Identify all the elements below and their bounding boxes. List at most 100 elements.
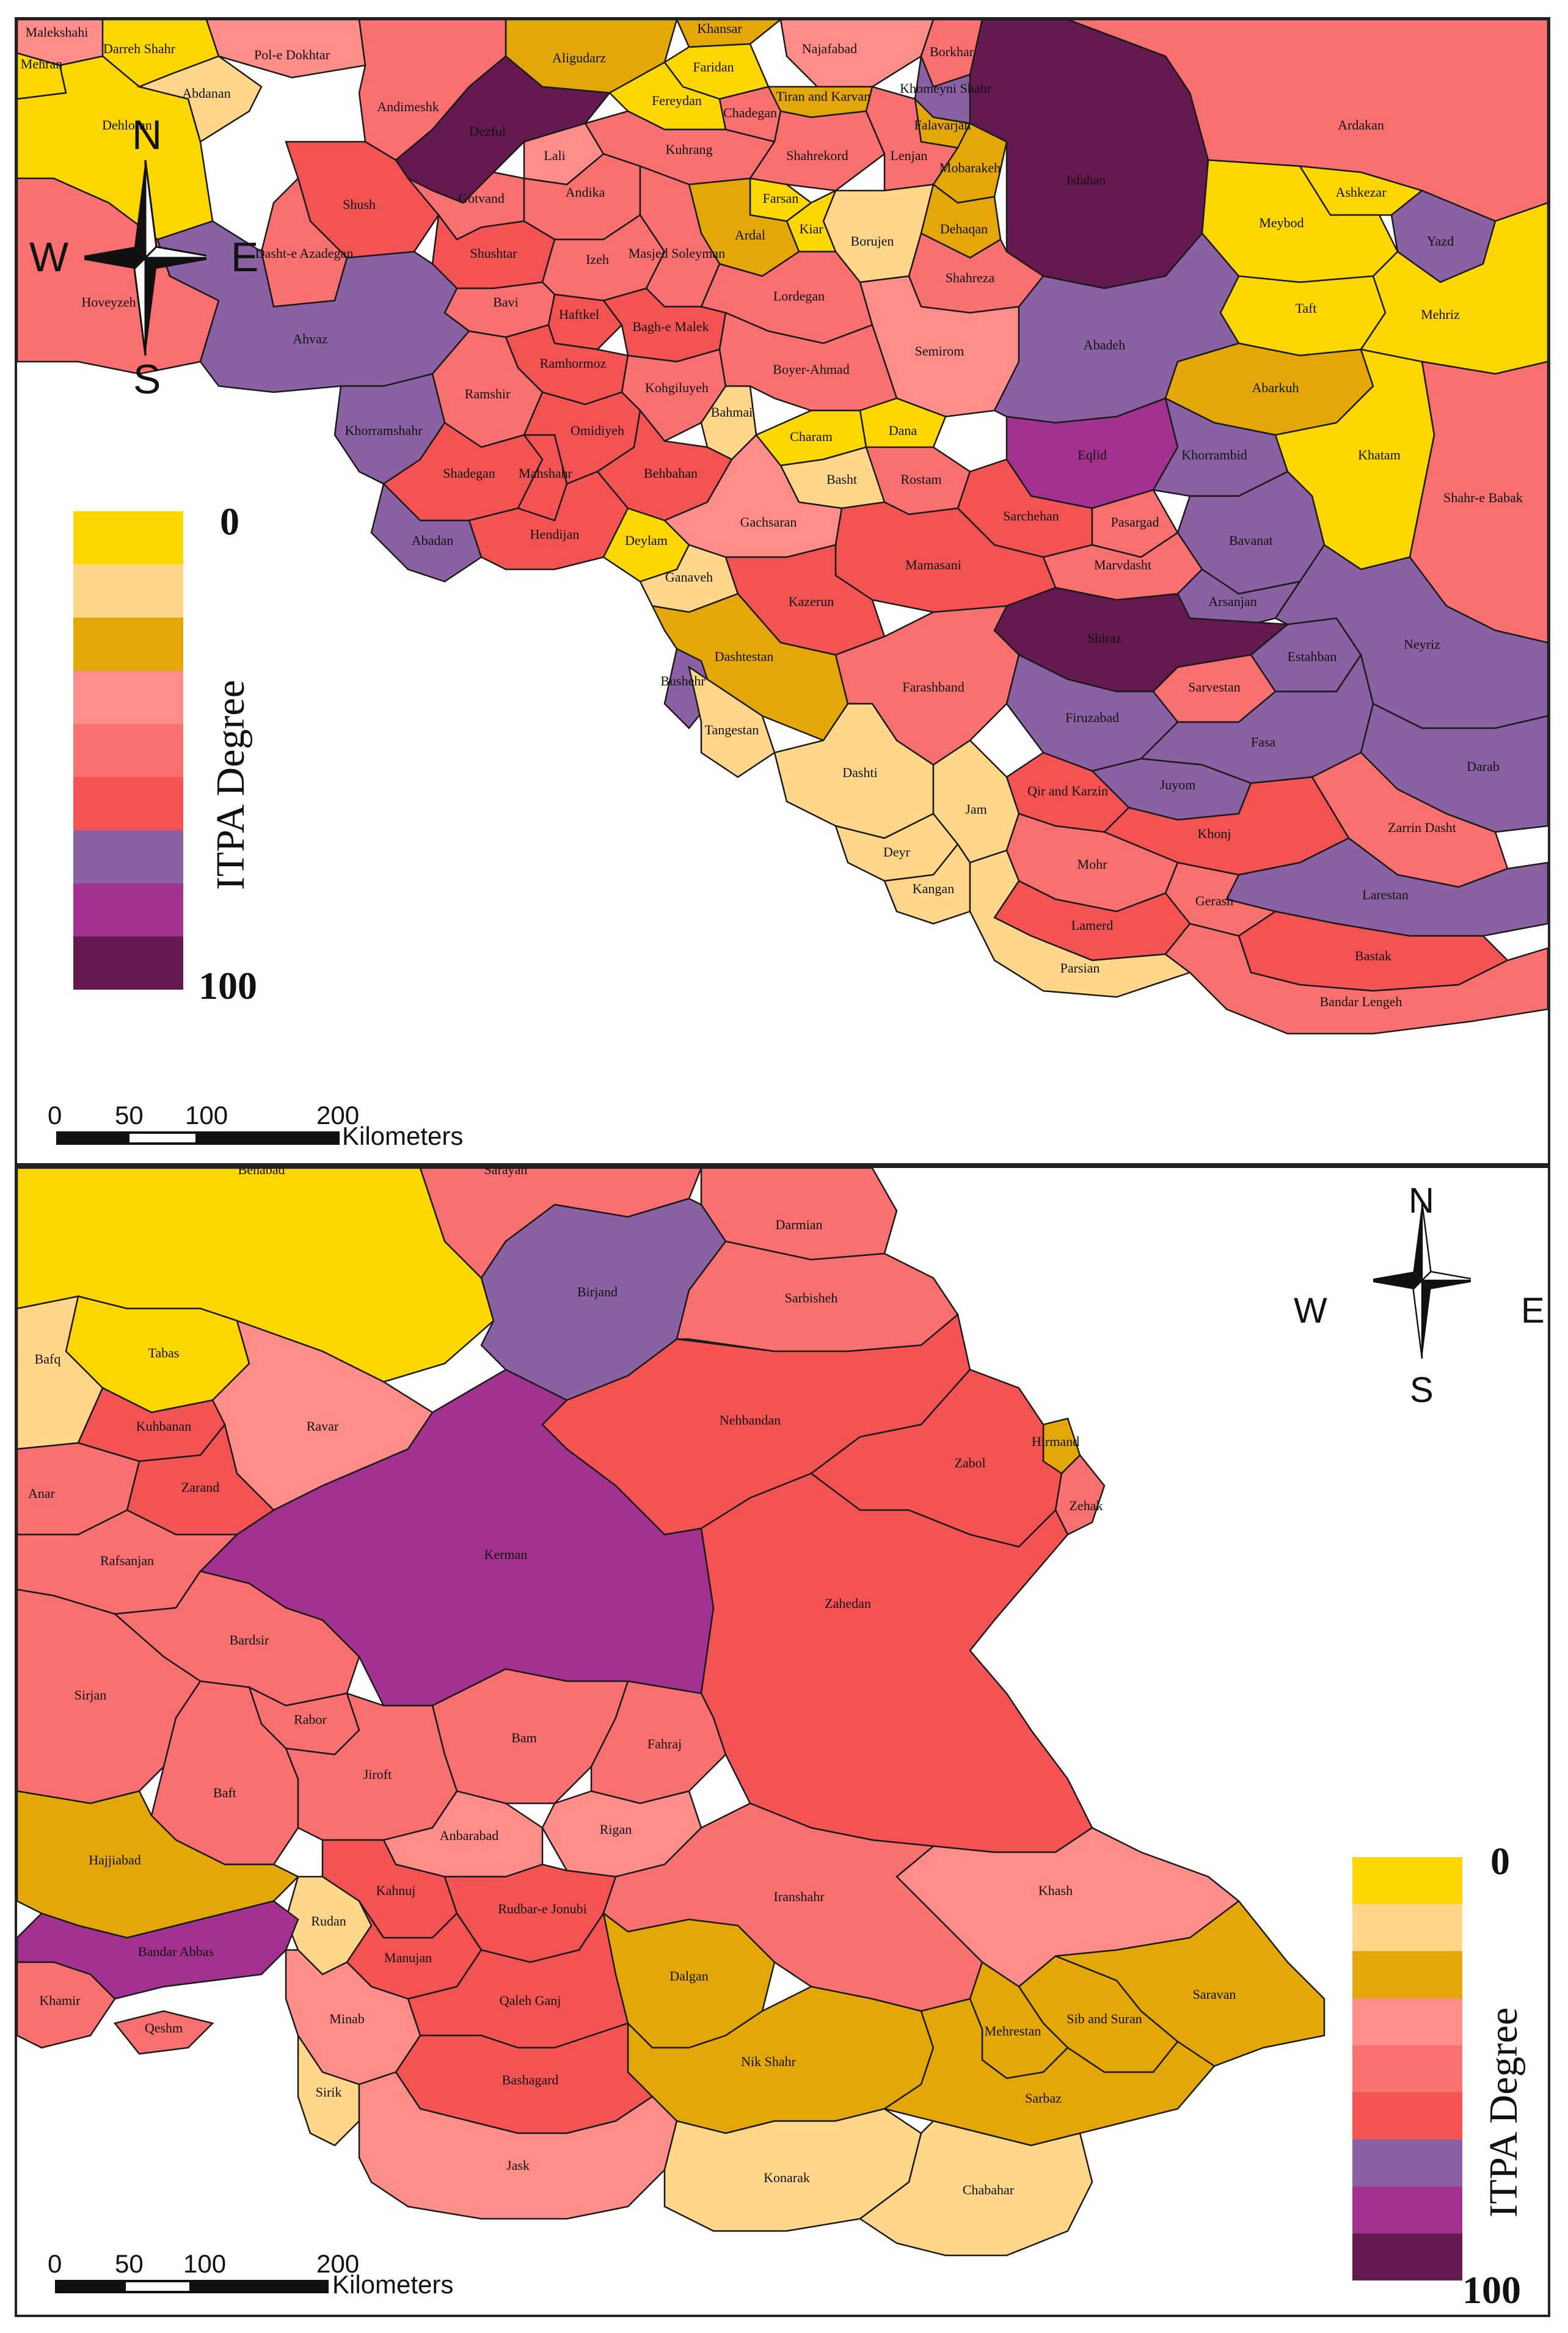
district-label-firuzabad: Firuzabad (1065, 710, 1119, 725)
district-label-chabahar: Chabahar (963, 2182, 1015, 2197)
scale-tick-200: 200 (316, 1101, 360, 1130)
legend-title: ITPA Degree (208, 680, 253, 890)
district-label-mehrestan: Mehrestan (985, 2023, 1041, 2039)
legend-swatch-c0 (1352, 1857, 1462, 1904)
district-label-gerash: Gerash (1195, 893, 1233, 908)
district-label-kahnuj: Kahnuj (376, 1883, 416, 1898)
legend-swatch-c6 (1352, 2139, 1462, 2186)
district-label-marvdasht: Marvdasht (1094, 557, 1151, 572)
compass-e: E (231, 234, 259, 280)
district-label-fahraj: Fahraj (647, 1736, 682, 1751)
district-label-ravar: Ravar (307, 1418, 339, 1434)
district-label-shadegan: Shadegan (443, 466, 495, 481)
district-label-kangan: Kangan (913, 881, 954, 896)
district-label-meybod: Meybod (1259, 215, 1304, 230)
district-label-estahban: Estahban (1288, 649, 1337, 664)
district-label-dana: Dana (889, 423, 917, 438)
district-khamir (17, 1961, 116, 2049)
district-label-shahrekord: Shahrekord (786, 148, 848, 163)
district-label-jam: Jam (965, 801, 986, 817)
legend-swatch-c5 (1352, 2092, 1462, 2139)
district-label-hendijan: Hendijan (530, 527, 580, 542)
district-label-borkhar: Borkhar (930, 44, 974, 59)
district-label-jiroft: Jiroft (363, 1767, 392, 1782)
district-tangestan (688, 665, 776, 778)
legend-swatch-c8 (1352, 2233, 1462, 2280)
district-label-omidiyeh: Omidiyeh (571, 423, 624, 438)
legend-top: 0 100 ITPA Degree (73, 500, 318, 1012)
legend-swatch-c2 (73, 618, 183, 671)
district-label-shiraz: Shiraz (1087, 630, 1121, 646)
district-label-taft: Taft (1295, 301, 1316, 316)
district-label-khash: Khash (1038, 1883, 1073, 1898)
district-label-darab: Darab (1467, 759, 1500, 774)
compass-e: E (1521, 1291, 1545, 1331)
district-label-sarbisheh: Sarbisheh (785, 1290, 838, 1305)
district-label-andika: Andika (566, 184, 605, 200)
district-label-bardsir: Bardsir (230, 1632, 269, 1648)
district-label-parsian: Parsian (1060, 960, 1100, 976)
district-label-tiran-and-karvan: Tiran and Karvan (776, 89, 870, 104)
district-label-rudbar-e-jonubi: Rudbar-e Jonubi (498, 1901, 587, 1916)
district-label-nik-shahr: Nik Shahr (741, 2054, 797, 2069)
legend-swatch-c7 (73, 883, 183, 936)
north-arrow-top: N S W E (29, 112, 258, 403)
district-label-ardakan: Ardakan (1338, 117, 1384, 133)
legend-swatch-c4 (73, 724, 183, 777)
district-bandar-lengeh (1164, 922, 1548, 1035)
district-label-ahvaz: Ahvaz (293, 331, 328, 346)
district-jiroft (285, 1692, 458, 1841)
district-label-khomeyni-shahr: Khomeyni Shahr (900, 81, 991, 96)
district-label-eqlid: Eqlid (1078, 447, 1107, 462)
compass-n: N (1409, 1181, 1434, 1221)
district-label-shush: Shush (343, 197, 376, 212)
district-label-zehak: Zehak (1070, 1498, 1103, 1513)
district-label-khatam: Khatam (1358, 447, 1401, 462)
district-label-khorrambid: Khorrambid (1181, 447, 1247, 462)
district-label-dashtestan: Dashtestan (715, 649, 774, 664)
district-label-andimeshk: Andimeshk (377, 99, 439, 114)
compass-s: S (1410, 1370, 1434, 1410)
district-label-larestan: Larestan (1362, 887, 1409, 902)
district-label-borujen: Borujen (851, 233, 894, 249)
district-label-malekshahi: Malekshahi (26, 24, 89, 40)
district-label-semirom: Semirom (915, 343, 965, 359)
district-label-zahedan: Zahedan (825, 1596, 871, 1611)
district-label-isfahan: Isfahan (1067, 172, 1106, 188)
district-label-nehbandan: Nehbandan (720, 1412, 781, 1428)
district-label-mehran: Mehran (21, 56, 62, 71)
district-label-rabor: Rabor (294, 1712, 327, 1727)
scale-tick-100: 100 (183, 2249, 227, 2278)
district-label-deyr: Deyr (883, 844, 911, 860)
district-label-iranshahr: Iranshahr (773, 1889, 825, 1904)
district-label-mohr: Mohr (1078, 856, 1108, 872)
district-label-kuhrang: Kuhrang (666, 142, 713, 157)
district-label-haftkel: Haftkel (559, 307, 599, 322)
district-label-abadan: Abadan (412, 533, 453, 548)
district-label-ramhormoz: Ramhormoz (540, 356, 607, 371)
district-label-pasargad: Pasargad (1110, 514, 1159, 530)
district-label-behabad: Behabad (238, 1168, 285, 1177)
compass-w: W (29, 234, 69, 280)
legend-min-label: 0 (1490, 1839, 1510, 1883)
district-label-zarrin-dasht: Zarrin Dasht (1388, 820, 1456, 835)
district-label-konarak: Konarak (764, 2170, 810, 2185)
district-label-kuhbanan: Kuhbanan (136, 1418, 191, 1434)
legend-swatch-c8 (73, 936, 183, 990)
district-label-bushehr: Bushehr (660, 673, 706, 688)
legend-swatch-c0 (73, 511, 183, 564)
district-label-hirmand: Hirmand (1032, 1434, 1079, 1449)
district-label-dehaqan: Dehaqan (940, 221, 988, 236)
district-label-yazd: Yazd (1427, 233, 1454, 249)
district-label-lali: Lali (544, 148, 565, 163)
district-qeshm (113, 2010, 214, 2055)
north-arrow-bottom: N S W E (1294, 1181, 1545, 1412)
district-label-mobarakeh: Mobarakeh (939, 160, 1001, 175)
district-jask (358, 2071, 678, 2220)
district-label-chadegan: Chadegan (723, 105, 777, 120)
district-label-lenjan: Lenjan (890, 148, 927, 163)
district-label-dalgan: Dalgan (669, 1968, 709, 1984)
district-label-bandar-abbas: Bandar Abbas (138, 1944, 214, 1959)
scale-tick-100: 100 (185, 1101, 228, 1130)
district-label-sarbaz: Sarbaz (1025, 2090, 1062, 2106)
